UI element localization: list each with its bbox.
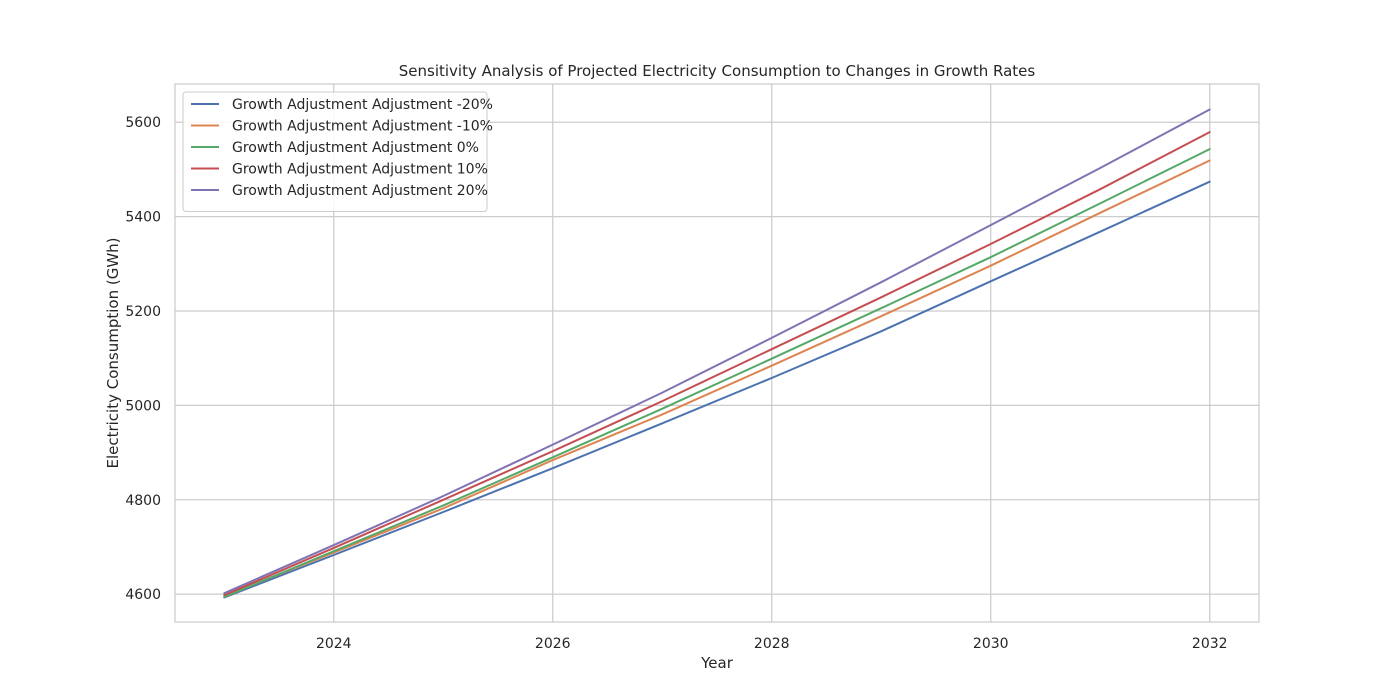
series-line-3 xyxy=(223,131,1211,597)
x-axis-label: Year xyxy=(700,654,734,672)
x-tick-label: 2026 xyxy=(535,636,571,652)
legend-label: Growth Adjustment Adjustment -20% xyxy=(232,97,493,113)
tick-layer: 2024 2026 2028 2030 2032 4600 4800 5000 5200 5400… xyxy=(125,115,1227,652)
series-line-1 xyxy=(223,159,1211,597)
legend-label: Growth Adjustment Adjustment -10% xyxy=(232,119,493,135)
y-tick-label: 4800 xyxy=(125,493,161,509)
legend-label: Growth Adjustment Adjustment 10% xyxy=(232,162,488,178)
x-tick-label: 2024 xyxy=(316,636,352,652)
y-tick-label: 5200 xyxy=(125,304,161,320)
chart-title: Sensitivity Analysis of Projected Electr… xyxy=(399,62,1036,80)
y-tick-label: 5000 xyxy=(125,398,161,414)
grid-layer xyxy=(175,84,1259,622)
x-tick-label: 2030 xyxy=(973,636,1009,652)
legend-label: Growth Adjustment Adjustment 0% xyxy=(232,140,479,156)
legend-box xyxy=(182,91,488,212)
series-line-0 xyxy=(223,180,1211,599)
legend-label: Growth Adjustment Adjustment 20% xyxy=(232,183,488,199)
legend: Growth Adjustment Adjustment -20% Growth … xyxy=(182,91,493,212)
y-tick-label: 5400 xyxy=(125,210,161,226)
x-tick-label: 2028 xyxy=(754,636,790,652)
y-tick-label: 5600 xyxy=(125,115,161,131)
series-line-4 xyxy=(223,108,1211,595)
y-axis-label: Electricity Consumption (GWh) xyxy=(104,237,122,468)
y-tick-label: 4600 xyxy=(125,587,161,603)
plot-frame xyxy=(174,83,1260,623)
series-layer xyxy=(223,108,1211,599)
series-line-2 xyxy=(223,148,1211,598)
x-tick-label: 2032 xyxy=(1192,636,1228,652)
